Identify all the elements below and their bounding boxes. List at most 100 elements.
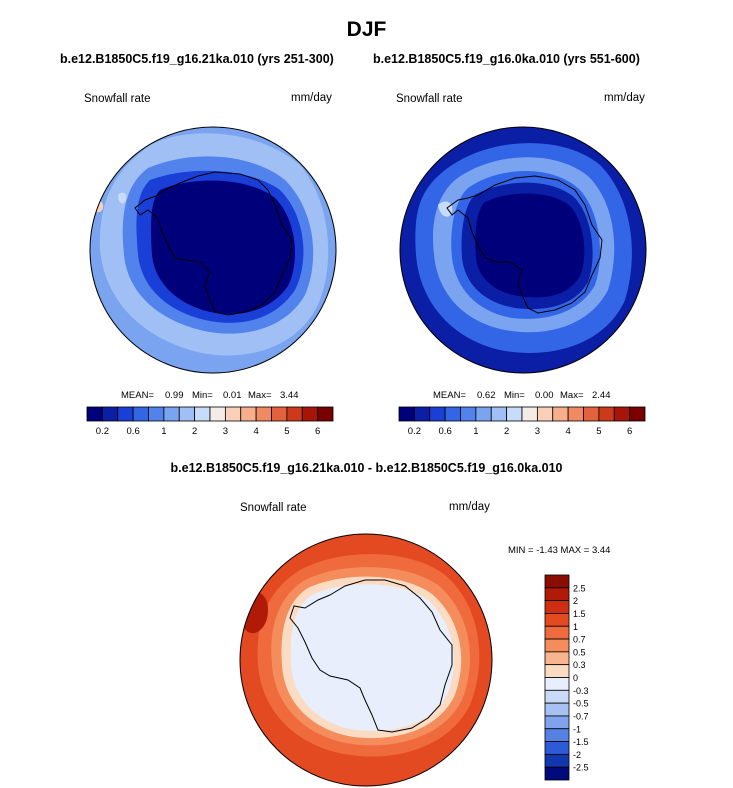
diff-colorbar-swatch [544,638,570,653]
panel-1-mean-label: MEAN= [121,390,154,401]
diff-colorbar-swatch [544,587,570,602]
diff-antarctica-coastline [289,579,453,733]
panel-1-colorbar-tick-label: 0.2 [96,426,109,437]
panel-1-colorbar-swatch [301,406,319,422]
panel-1-max-label: Max= [248,390,272,401]
panel-2-map-border [399,126,647,374]
panel-1-colorbar-tick-label: 0.6 [127,426,140,437]
panel-1-colorbar: 0.2 0.6 1 2 3 4 5 6 [86,406,334,437]
panel-2-colorbar-tick-label: 5 [596,426,601,437]
diff-colorbar-tick-label: 1.5 [573,609,586,619]
diff-colorbar-tick-label: -1.5 [573,737,589,747]
diff-colorbar-tick-label: 2 [573,596,578,606]
panel-2-title: b.e12.B1850C5.f19_g16.0ka.010 (yrs 551-6… [373,52,640,66]
diff-colorbar-swatch [544,651,570,666]
diff-colorbar-tick-label: 0.7 [573,635,586,645]
panel-2-mean-label: MEAN= [433,390,466,401]
panel-1-colorbar-swatch [101,406,119,422]
panel-1-mean: 0.99 [165,390,184,401]
diff-colorbar-swatch [544,728,570,742]
panel-1-colorbar-swatch [317,406,334,422]
panel-1-colorbar-swatch [132,406,149,422]
panel-1-antarctica-coastline [134,171,293,316]
panel-2-colorbar-tick-label: 4 [565,426,570,437]
panel-1-colorbar-tick-label: 4 [253,426,258,437]
panel-2-colorbar-swatch [429,406,446,422]
panel-2-max: 2.44 [592,390,611,401]
panel-2-colorbar-tick-label: 0.6 [439,426,452,437]
diff-colorbar-swatch [544,574,570,589]
panel-2-units: mm/day [604,92,645,104]
panel-2-variable: Snowfall rate [396,93,463,105]
panel-2-colorbar-swatch [444,406,461,422]
diff-units: mm/day [449,501,490,513]
panel-2-min-label: Min= [504,390,525,401]
diff-colorbar-swatch [544,664,570,678]
panel-1-colorbar-tick-label: 1 [161,426,166,437]
panel-2-colorbar-swatch [536,406,554,422]
panel-2-colorbar-swatch [629,406,646,422]
diff-colorbar-tick-label: 2.5 [573,583,586,593]
panel-2-colorbar: 0.2 0.6 1 2 3 4 5 6 [398,406,646,437]
panel-2-colorbar-swatch [413,406,431,422]
panel-2-colorbar-tick-label: 6 [627,426,632,437]
panel-2-colorbar-swatch [521,406,538,422]
panel-2-colorbar-swatch [460,406,477,422]
panel-2-colorbar-tick-label: 3 [535,426,540,437]
diff-colorbar-tick-label: 1 [573,622,578,632]
panel-1-colorbar-tick-label: 6 [315,426,320,437]
panel-2-colorbar-swatch [583,406,600,422]
diff-colorbar-tick-label: -2.5 [573,763,589,773]
diff-colorbar-tick-label: 0 [573,673,578,683]
panel-2-map [400,127,646,373]
difference-title: b.e12.B1850C5.f19_g16.21ka.010 - b.e12.B… [170,461,563,475]
panel-1-colorbar-swatch [163,406,180,422]
panel-2-colorbar-tick-label: 0.2 [408,426,421,437]
panel-1-colorbar-swatch [178,406,196,422]
panel-2-colorbar-swatch [490,406,508,422]
panel-2-colorbar-swatch [613,406,631,422]
panel-1-colorbar-tick-label: 2 [192,426,197,437]
diff-colorbar-swatch [544,625,570,640]
diff-colorbar-tick-label: -0.7 [573,711,589,721]
diff-colorbar-swatch [544,613,570,627]
panel-2-colorbar-tick-label: 2 [504,426,509,437]
panel-1-colorbar-swatch [148,406,165,422]
panel-1-colorbar-swatch [194,406,211,422]
diff-colorbar-tick-label: 0.3 [573,660,586,670]
diff-colorbar-swatch [544,715,570,730]
panel-1-colorbar-swatch [255,406,272,422]
panel-2-colorbar-swatch [598,406,615,422]
panel-2-antarctica-coastline [446,175,603,314]
panel-1-colorbar-swatch [240,406,257,422]
diff-colorbar-tick-label: -0.3 [573,686,589,696]
figure-title: DJF [346,18,387,41]
diff-colorbar-tick-label: 0.5 [573,647,586,657]
panel-2-colorbar-swatch [475,406,492,422]
diff-colorbar-tick-label: -1 [573,724,581,734]
diff-colorbar-swatch [544,677,570,691]
diff-colorbar-swatch [544,702,570,717]
diff-colorbar-tick-label: -2 [573,750,581,760]
panel-1-colorbar-tick-label: 5 [284,426,289,437]
diff-colorbar-swatch [544,766,570,781]
diff-colorbar-swatch [544,600,570,614]
panel-1-colorbar-tick-label: 3 [223,426,228,437]
diff-map-border [239,533,493,787]
panel-2-colorbar-swatch [552,406,569,422]
panel-2-colorbar-tick-label: 1 [473,426,478,437]
diff-colorbar-swatch [544,741,570,755]
panel-1-colorbar-swatch [86,406,103,422]
panel-1-colorbar-swatch [224,406,242,422]
panel-2-mean: 0.62 [477,390,496,401]
panel-2-max-label: Max= [560,390,584,401]
panel-1-colorbar-swatch [209,406,226,422]
panel-1-colorbar-swatch [271,406,288,422]
panel-1-map [90,127,336,373]
diff-colorbar-swatch [544,689,570,704]
panel-1-min: 0.01 [223,390,242,401]
diff-colorbar-tick-label: -0.5 [573,699,589,709]
panel-1-colorbar-swatch [117,406,134,422]
diff-variable: Snowfall rate [240,502,307,514]
